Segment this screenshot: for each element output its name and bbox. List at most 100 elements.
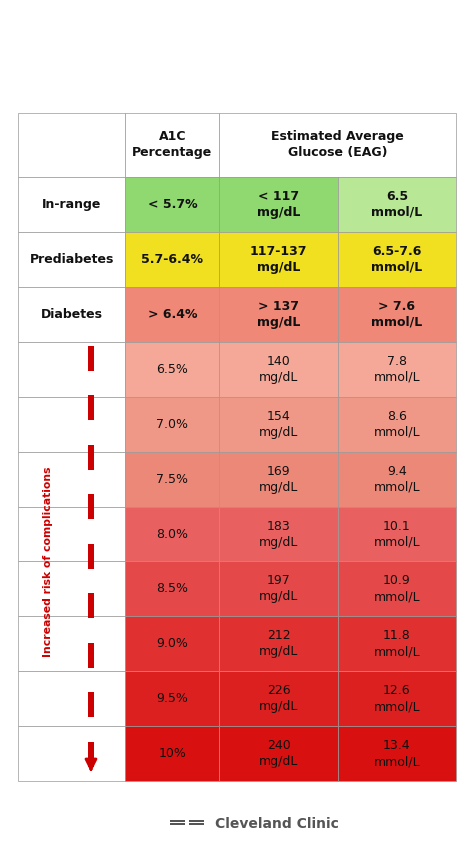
Bar <box>219 616 338 671</box>
Bar <box>88 643 94 668</box>
Text: 240
mg/dL: 240 mg/dL <box>259 740 298 769</box>
Text: 183
mg/dL: 183 mg/dL <box>259 520 298 549</box>
Text: 117-137
mg/dL: 117-137 mg/dL <box>250 245 307 274</box>
Text: Cleveland Clinic: Cleveland Clinic <box>215 817 338 831</box>
Text: 10%: 10% <box>158 747 186 760</box>
Text: 8.6
mmol/L: 8.6 mmol/L <box>374 409 420 438</box>
Bar <box>125 176 219 231</box>
Bar <box>88 495 94 519</box>
Bar <box>219 451 338 507</box>
Bar <box>219 176 338 231</box>
Bar <box>88 395 94 420</box>
Bar <box>18 616 125 671</box>
Bar <box>338 727 456 782</box>
Text: 5.7-6.4%: 5.7-6.4% <box>141 253 203 265</box>
Bar <box>125 113 219 176</box>
Bar <box>88 346 94 371</box>
Bar <box>219 727 338 782</box>
Bar <box>125 562 219 616</box>
Text: 8.5%: 8.5% <box>156 582 188 596</box>
Text: A1C
Percentage: A1C Percentage <box>132 130 212 159</box>
Text: > 6.4%: > 6.4% <box>147 307 197 320</box>
Text: 212
mg/dL: 212 mg/dL <box>259 629 298 658</box>
Bar <box>18 113 125 176</box>
Bar <box>18 671 125 727</box>
Bar <box>18 231 125 287</box>
Bar <box>338 616 456 671</box>
Text: Increased risk of complications: Increased risk of complications <box>43 467 53 657</box>
Bar <box>88 593 94 618</box>
Bar <box>338 671 456 727</box>
Bar <box>125 396 219 451</box>
Bar <box>189 820 204 823</box>
Text: 12.6
mmol/L: 12.6 mmol/L <box>374 685 420 714</box>
Bar <box>18 342 125 396</box>
Text: 10.1
mmol/L: 10.1 mmol/L <box>374 520 420 549</box>
Text: Estimated Average
Glucose (EAG): Estimated Average Glucose (EAG) <box>271 130 404 159</box>
Bar <box>125 671 219 727</box>
Bar <box>88 544 94 568</box>
Bar <box>219 562 338 616</box>
Text: In-range: In-range <box>42 198 101 211</box>
Bar <box>18 507 125 562</box>
Bar <box>189 823 204 825</box>
Text: 9.4
mmol/L: 9.4 mmol/L <box>374 465 420 494</box>
Text: 6.5%: 6.5% <box>156 363 188 376</box>
Text: 9.5%: 9.5% <box>156 693 188 705</box>
Text: 6.5-7.6
mmol/L: 6.5-7.6 mmol/L <box>371 245 422 274</box>
Bar <box>338 176 456 231</box>
Text: 8.0%: 8.0% <box>156 527 188 540</box>
Bar <box>170 823 185 825</box>
Bar <box>18 287 125 342</box>
Text: 197
mg/dL: 197 mg/dL <box>259 574 298 603</box>
Text: < 5.7%: < 5.7% <box>147 198 197 211</box>
Text: 7.5%: 7.5% <box>156 473 188 485</box>
Bar <box>125 287 219 342</box>
Text: 9.0%: 9.0% <box>156 638 188 651</box>
Bar <box>219 342 338 396</box>
Text: 11.8
mmol/L: 11.8 mmol/L <box>374 629 420 658</box>
Bar <box>219 671 338 727</box>
Text: 226
mg/dL: 226 mg/dL <box>259 685 298 714</box>
Bar <box>88 445 94 470</box>
Bar <box>125 342 219 396</box>
Bar <box>18 176 125 231</box>
Bar <box>338 287 456 342</box>
Bar <box>125 231 219 287</box>
Text: 7.0%: 7.0% <box>156 418 188 431</box>
Bar <box>125 616 219 671</box>
Bar <box>219 231 338 287</box>
Bar <box>219 507 338 562</box>
Bar <box>18 562 125 616</box>
Bar <box>125 451 219 507</box>
Bar <box>88 693 94 717</box>
Text: 154
mg/dL: 154 mg/dL <box>259 409 298 438</box>
Bar <box>338 342 456 396</box>
Text: A1C and Estimated
Average Glucose Levels: A1C and Estimated Average Glucose Levels <box>61 23 413 80</box>
Text: 7.8
mmol/L: 7.8 mmol/L <box>374 354 420 383</box>
Text: Diabetes: Diabetes <box>41 307 103 320</box>
Bar <box>125 507 219 562</box>
Text: 13.4
mmol/L: 13.4 mmol/L <box>374 740 420 769</box>
Bar <box>18 727 125 782</box>
Bar <box>18 396 125 451</box>
Text: 140
mg/dL: 140 mg/dL <box>259 354 298 383</box>
Text: 6.5
mmol/L: 6.5 mmol/L <box>371 189 422 218</box>
Bar <box>338 562 456 616</box>
Bar <box>88 742 94 767</box>
Text: < 117
mg/dL: < 117 mg/dL <box>257 189 301 218</box>
Bar <box>338 396 456 451</box>
Bar <box>338 507 456 562</box>
Bar <box>338 231 456 287</box>
Text: 169
mg/dL: 169 mg/dL <box>259 465 298 494</box>
Bar <box>219 396 338 451</box>
Bar <box>125 727 219 782</box>
Bar <box>338 451 456 507</box>
Bar <box>170 820 185 823</box>
Text: 10.9
mmol/L: 10.9 mmol/L <box>374 574 420 603</box>
Bar <box>219 287 338 342</box>
Bar <box>219 113 456 176</box>
Text: Prediabetes: Prediabetes <box>29 253 114 265</box>
Text: > 137
mg/dL: > 137 mg/dL <box>257 300 301 329</box>
Text: > 7.6
mmol/L: > 7.6 mmol/L <box>371 300 422 329</box>
